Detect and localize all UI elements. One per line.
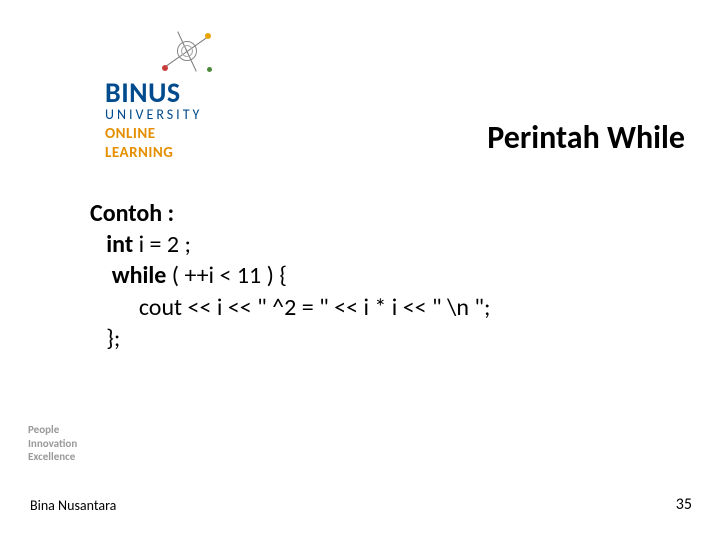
logo-brand: BINUS <box>105 80 202 107</box>
logo-sub: UNIVERSITY <box>105 106 202 123</box>
logo-wordmark: BINUS UNIVERSITY ONLINE LEARNING <box>105 80 202 162</box>
slide: BINUS UNIVERSITY ONLINE LEARNING Perinta… <box>0 0 720 540</box>
tagline: People Innovation Excellence <box>28 423 77 464</box>
tagline-1: People <box>28 423 77 437</box>
logo-online-1: ONLINE <box>105 127 202 143</box>
code-line-2: int i = 2 ; <box>90 229 490 260</box>
slide-title: Perintah While <box>487 118 685 157</box>
page-number: 35 <box>676 495 692 514</box>
logo: BINUS UNIVERSITY ONLINE LEARNING <box>105 25 250 165</box>
compass-icon <box>161 25 213 77</box>
logo-online-2: LEARNING <box>105 146 202 162</box>
code-line-5: }; <box>90 323 490 354</box>
code-line-3: while ( ++i < 11 ) { <box>90 260 490 291</box>
code-line-4: cout << i << " ^2 = " << i * i << " \n "… <box>90 292 490 323</box>
code-line-1: Contoh : <box>90 198 490 229</box>
tagline-2: Innovation <box>28 437 77 451</box>
footer-text: Bina Nusantara <box>30 497 116 514</box>
code-example: Contoh : int i = 2 ; while ( ++i < 11 ) … <box>90 198 490 354</box>
tagline-3: Excellence <box>28 450 77 464</box>
